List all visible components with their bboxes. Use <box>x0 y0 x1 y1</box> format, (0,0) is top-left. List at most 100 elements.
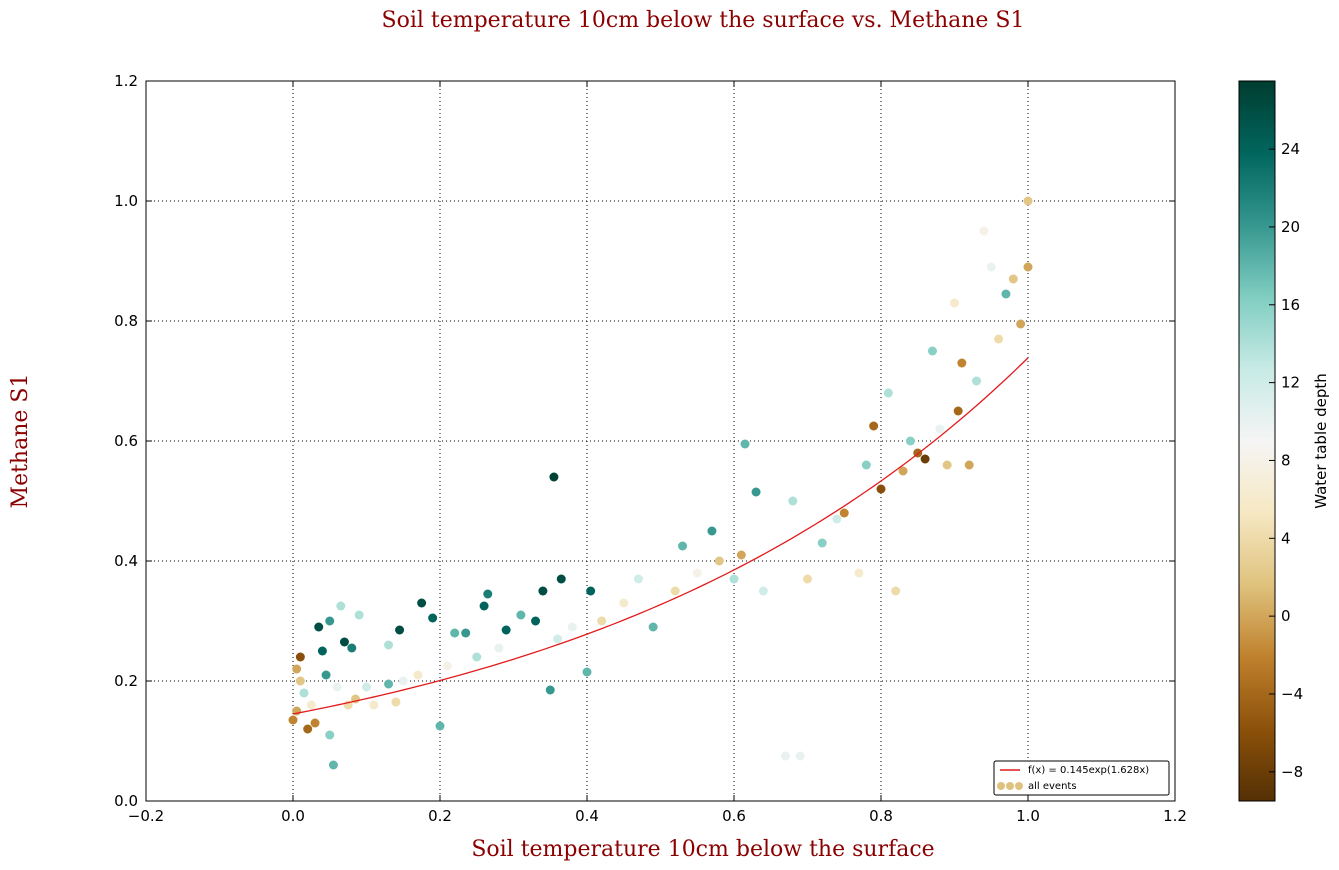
scatter-point <box>714 556 724 566</box>
scatter-point <box>336 601 346 611</box>
scatter-point <box>994 334 1004 344</box>
scatter-point <box>935 424 945 434</box>
colorbar-tick-label: 24 <box>1281 140 1300 158</box>
scatter-point <box>678 541 688 551</box>
fit-curve-line <box>292 357 1029 715</box>
y-tick-label: 1.2 <box>114 72 138 90</box>
legend: f(x) = 0.145exp(1.628x) all events <box>993 760 1170 796</box>
scatter-point <box>854 568 864 578</box>
scatter-point <box>567 622 577 632</box>
colorbar-tick-label: 8 <box>1281 451 1291 469</box>
scatter-point <box>972 376 982 386</box>
scatter-point <box>740 439 750 449</box>
scatter-point <box>395 625 405 635</box>
scatter-point <box>839 508 849 518</box>
chart-title: Soil temperature 10cm below the surface … <box>382 8 1025 33</box>
x-tick-label: 0.2 <box>428 807 452 825</box>
scatter-point <box>1023 196 1033 206</box>
scatter-point <box>1001 289 1011 299</box>
colorbar-tick-label: −4 <box>1281 685 1303 703</box>
scatter-point <box>472 652 482 662</box>
fit-curve <box>292 357 1029 715</box>
y-tick-label: 0.0 <box>114 792 138 810</box>
scatter-point <box>442 661 452 671</box>
scatter-point <box>633 574 643 584</box>
scatter-point <box>538 586 548 596</box>
scatter-point <box>942 460 952 470</box>
colorbar-tick-label: 0 <box>1281 607 1291 625</box>
scatter-point <box>1008 274 1018 284</box>
scatter-point <box>494 643 504 653</box>
scatter-point <box>306 700 316 710</box>
y-tick-label: 0.4 <box>114 552 138 570</box>
scatter-point <box>817 538 827 548</box>
x-tick-label: 0.8 <box>869 807 893 825</box>
scatter-point <box>292 664 302 674</box>
scatter-point <box>479 601 489 611</box>
colorbar-tick-label: 12 <box>1281 374 1300 392</box>
scatter-point <box>339 637 349 647</box>
scatter-point <box>303 724 313 734</box>
scatter-point <box>861 460 871 470</box>
scatter-point <box>369 700 379 710</box>
y-tick-label: 0.6 <box>114 432 138 450</box>
scatter-point <box>920 454 930 464</box>
colorbar-tick-label: 4 <box>1281 529 1291 547</box>
y-axis-label: Methane S1 <box>8 374 33 509</box>
scatter-point <box>736 550 746 560</box>
legend-points-swatch-3 <box>1015 782 1023 790</box>
colorbar-tick-label: 16 <box>1281 296 1300 314</box>
x-tick-label: 0.4 <box>575 807 599 825</box>
scatter-point <box>310 718 320 728</box>
legend-points-swatch-2 <box>1006 782 1014 790</box>
scatter-point <box>927 346 937 356</box>
colorbar <box>1238 80 1276 802</box>
scatter-point <box>758 586 768 596</box>
scatter-point <box>545 685 555 695</box>
scatter-point <box>398 676 408 686</box>
scatter-point <box>788 496 798 506</box>
scatter-point <box>384 679 394 689</box>
scatter-point <box>905 436 915 446</box>
scatter-point <box>986 262 996 272</box>
scatter-point <box>428 613 438 623</box>
scatter-point <box>391 697 401 707</box>
scatter-point <box>1016 319 1026 329</box>
scatter-point <box>461 628 471 638</box>
legend-box <box>993 760 1170 796</box>
scatter-point <box>553 634 563 644</box>
scatter-point <box>450 628 460 638</box>
scatter-point <box>648 622 658 632</box>
scatter-point <box>619 598 629 608</box>
scatter-point <box>317 646 327 656</box>
x-axis-ticks: −0.2 0.0 0.2 0.4 0.6 0.8 1.0 1.2 <box>128 81 1187 825</box>
scatter-point <box>328 760 338 770</box>
scatter-point <box>953 406 963 416</box>
scatter-point <box>582 667 592 677</box>
scatter-point <box>876 484 886 494</box>
x-tick-label: 0.0 <box>281 807 305 825</box>
scatter-point <box>354 610 364 620</box>
scatter-point <box>597 616 607 626</box>
scatter-point <box>979 226 989 236</box>
scatter-point <box>670 586 680 596</box>
scatter-point <box>832 514 842 524</box>
y-axis-ticks: 0.0 0.2 0.4 0.6 0.8 1.0 1.2 <box>114 72 1175 810</box>
y-tick-label: 0.2 <box>114 672 138 690</box>
x-tick-label: 1.2 <box>1163 807 1187 825</box>
scatter-point <box>556 574 566 584</box>
scatter-point <box>692 568 702 578</box>
scatter-point <box>964 460 974 470</box>
scatter-point <box>950 298 959 308</box>
scatter-point <box>1023 262 1033 272</box>
scatter-point <box>332 682 342 692</box>
x-axis-label: Soil temperature 10cm below the surface <box>471 837 934 862</box>
scatter-point <box>362 682 371 692</box>
x-tick-label: 0.6 <box>722 807 746 825</box>
scatter-point <box>299 688 309 698</box>
scatter-point <box>549 472 559 482</box>
scatter-point <box>516 610 526 620</box>
scatter-point <box>869 421 879 431</box>
scatter-point <box>288 715 298 725</box>
